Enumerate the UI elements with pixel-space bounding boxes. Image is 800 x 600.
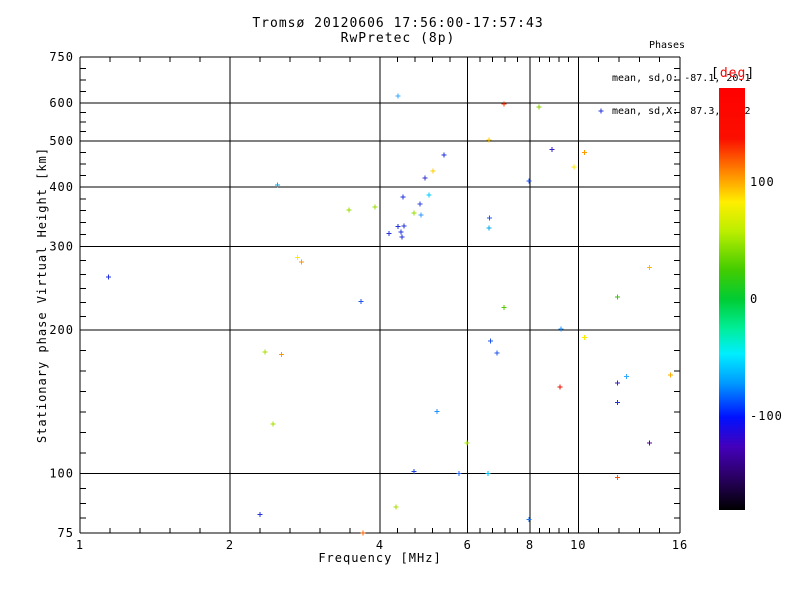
colorbar-tick-label: -100 bbox=[750, 409, 783, 424]
plot-subtitle: RwPretec (8p) bbox=[340, 31, 456, 46]
colorbar-tick-label: 0 bbox=[750, 292, 759, 306]
x-tick-label: 4 bbox=[376, 538, 384, 552]
x-axis-label: Frequency [MHz] bbox=[318, 551, 442, 565]
phase-stats-o-mode: mean, sd,O: -87.1, 20.1 bbox=[612, 73, 751, 84]
y-axis-label: Stationary phase Virtual Height [km] bbox=[35, 146, 49, 444]
colorbar-unit-text: deg bbox=[719, 66, 747, 81]
x-tick-label: 10 bbox=[570, 538, 586, 552]
y-tick-label: 750 bbox=[49, 50, 74, 64]
x-tick-label: 2 bbox=[226, 538, 234, 552]
x-tick-label: 1 bbox=[76, 538, 84, 552]
y-tick-label: 300 bbox=[49, 239, 74, 253]
x-tick-label: 8 bbox=[526, 538, 534, 552]
y-tick-label: 100 bbox=[49, 467, 74, 481]
x-tick-label: 16 bbox=[672, 538, 688, 552]
phase-stats-title: Phases bbox=[648, 40, 686, 51]
y-tick-label: 200 bbox=[49, 323, 74, 337]
x-tick-label: 6 bbox=[464, 538, 472, 552]
colorbar-unit-open-bracket: [ bbox=[711, 66, 720, 81]
y-tick-label: 400 bbox=[49, 180, 74, 194]
colorbar-unit-close-bracket: ] bbox=[746, 66, 756, 81]
y-tick-label: 500 bbox=[49, 134, 74, 148]
y-tick-label: 75 bbox=[58, 526, 74, 540]
plot-title: Tromsø 20120606 17:56:00-17:57:43 bbox=[252, 16, 544, 31]
y-tick-label: 600 bbox=[49, 96, 74, 110]
colorbar-gradient bbox=[719, 88, 745, 510]
colorbar-tick-label: 100 bbox=[750, 174, 775, 189]
colorbar-unit-label: [deg] bbox=[711, 66, 755, 81]
